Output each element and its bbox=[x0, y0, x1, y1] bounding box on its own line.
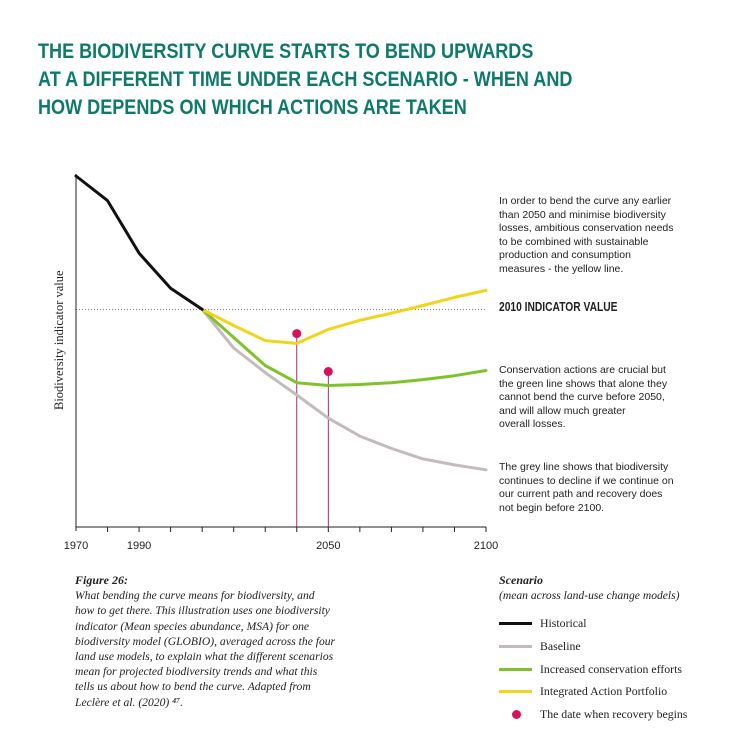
annotation-line: our current path and recovery does bbox=[499, 488, 663, 501]
series-line-increased-conservation-efforts bbox=[200, 307, 488, 387]
caption-line: tells us about how to bend the curve. Ad… bbox=[75, 680, 311, 694]
caption-line: mean for projected biodiversity trends a… bbox=[75, 665, 318, 679]
recovery-dot-icon bbox=[512, 710, 521, 719]
figure-caption: Figure 26: What bending the curve means … bbox=[75, 573, 405, 710]
annotation-line: continues to decline if we continue on bbox=[499, 474, 674, 487]
annotation-line: production and consumption bbox=[499, 249, 631, 262]
annotation-line: to be combined with sustainable bbox=[499, 235, 649, 248]
legend-label: Integrated Action Portfolio bbox=[540, 684, 668, 698]
annotation-line: cannot bend the curve before 2050, bbox=[499, 391, 665, 404]
caption-line: how to get there. This illustration uses… bbox=[75, 604, 330, 618]
caption-line: Leclère et al. (2020) ⁴⁷. bbox=[75, 695, 184, 709]
y-axis-label: Biodiversity indicator value bbox=[52, 270, 66, 410]
page-title: THE BIODIVERSITY CURVE STARTS TO BEND UP… bbox=[38, 38, 573, 122]
annotation-line: than 2050 and minimise biodiversity bbox=[499, 208, 666, 221]
series-line-historical bbox=[74, 174, 204, 311]
caption-line: What bending the curve means for biodive… bbox=[75, 589, 315, 603]
annotation-line: The grey line shows that biodiversity bbox=[499, 461, 669, 473]
x-tick-label: 2050 bbox=[316, 540, 340, 552]
title-line: THE BIODIVERSITY CURVE STARTS TO BEND UP… bbox=[38, 40, 534, 63]
legend-label: Baseline bbox=[540, 639, 581, 653]
annotation-line: not begin before 2100. bbox=[499, 501, 605, 514]
legend-label: Increased conservation efforts bbox=[540, 662, 682, 676]
legend-swatch bbox=[499, 690, 532, 693]
legend-swatch bbox=[499, 668, 532, 671]
legend-item-conservation: Increased conservation efforts bbox=[499, 662, 739, 676]
legend: Scenario (mean across land-use change mo… bbox=[499, 573, 739, 721]
legend-item-baseline: Baseline bbox=[499, 639, 739, 653]
title-line: HOW DEPENDS ON WHICH ACTIONS ARE TAKEN bbox=[38, 96, 467, 119]
x-tick-label: 2100 bbox=[474, 540, 498, 552]
legend-label: The date when recovery begins bbox=[540, 707, 688, 721]
annotation-line: Conservation actions are crucial but bbox=[499, 364, 666, 376]
legend-item-recovery-date: The date when recovery begins bbox=[499, 707, 739, 721]
x-tick-label: 1970 bbox=[64, 540, 88, 552]
caption-line: land use models, to explain what the dif… bbox=[75, 650, 334, 664]
series-line-integrated-action-portfolio bbox=[200, 288, 488, 345]
annotation-line: losses, ambitious conservation needs bbox=[499, 222, 674, 235]
reference-label: 2010 INDICATOR VALUE bbox=[499, 300, 618, 314]
annotation-yellow: In order to bend the curve any earlier t… bbox=[499, 195, 674, 277]
legend-swatch bbox=[499, 622, 532, 625]
annotation-line: the green line shows that alone they bbox=[499, 377, 668, 390]
legend-swatch bbox=[499, 645, 532, 648]
legend-subtitle: (mean across land-use change models) bbox=[499, 589, 680, 602]
legend-title: Scenario bbox=[499, 573, 544, 587]
caption-line: indicator (Mean species abundance, MSA) … bbox=[75, 619, 310, 633]
recovery-point bbox=[292, 329, 302, 339]
legend-item-historical: Historical bbox=[499, 616, 739, 630]
annotation-line: and will allow much greater bbox=[499, 404, 626, 417]
annotation-line: In order to bend the curve any earlier bbox=[499, 195, 672, 207]
recovery-point bbox=[323, 367, 333, 377]
legend-label: Historical bbox=[540, 616, 587, 630]
series-line-baseline bbox=[200, 307, 488, 472]
annotation-line: measures - the yellow line. bbox=[499, 262, 624, 275]
x-tick-label: 1990 bbox=[127, 540, 151, 552]
caption-line: biodiversity model (GLOBIO), averaged ac… bbox=[75, 634, 336, 648]
caption-title: Figure 26: bbox=[75, 573, 129, 587]
annotation-line: overall losses. bbox=[499, 418, 566, 431]
annotation-grey: The grey line shows that biodiversity co… bbox=[499, 461, 674, 515]
annotation-green: Conservation actions are crucial but the… bbox=[499, 364, 667, 432]
legend-item-integrated: Integrated Action Portfolio bbox=[499, 684, 739, 698]
title-line: AT A DIFFERENT TIME UNDER EACH SCENARIO … bbox=[38, 68, 573, 91]
